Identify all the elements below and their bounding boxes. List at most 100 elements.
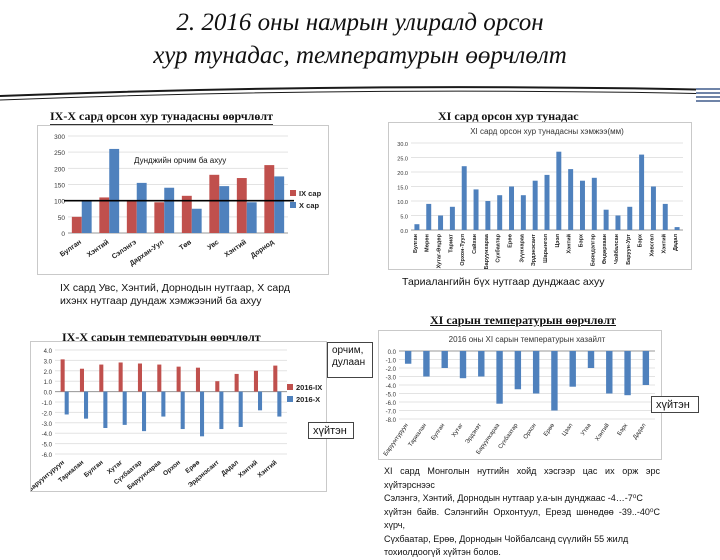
bar xyxy=(142,391,147,432)
bar xyxy=(568,169,574,230)
bar xyxy=(674,227,680,230)
y-tick-label: 25.0 xyxy=(397,157,408,163)
category-label: Дорнод xyxy=(250,239,276,260)
precip-ix-x-caption-line1: IX сард Увс, Хэнтий, Дорнодын нутгаар, X… xyxy=(60,282,290,294)
precip-ix-x-caption-line2: ихэнх нутгаар дундаж хэмжээний ба ахуу xyxy=(60,295,262,307)
category-label: Хэнтий xyxy=(660,234,667,253)
bar xyxy=(99,197,110,233)
category-label: Утаа xyxy=(580,422,593,437)
category-label: Төв xyxy=(178,239,193,253)
y-tick-label: 2.0 xyxy=(44,370,53,376)
y-tick-label: 20.0 xyxy=(397,171,408,177)
bar xyxy=(219,186,230,233)
bar xyxy=(137,363,142,392)
legend-swatch xyxy=(287,396,293,402)
category-label: Тариалан xyxy=(408,423,428,448)
category-label: Хэнтий xyxy=(85,238,110,259)
y-tick-label: 30.0 xyxy=(397,142,408,148)
bar xyxy=(60,359,65,392)
bar xyxy=(404,351,412,364)
y-tick-label: 5.0 xyxy=(400,215,408,221)
bar xyxy=(154,202,165,233)
y-tick-label: -6.0 xyxy=(42,453,53,459)
precip-ix-x-caption: IX сард Увс, Хэнтий, Дорнодын нутгаар, X… xyxy=(60,282,290,308)
temp-xi-panel: 2016 оны XI сарын температурын хазайлт 0.… xyxy=(378,330,662,460)
bar xyxy=(544,174,550,230)
category-label: Хэнтий xyxy=(594,422,611,442)
bar xyxy=(103,391,108,428)
category-label: Өндөрхаан xyxy=(602,234,608,264)
bar xyxy=(587,351,595,368)
bar xyxy=(615,215,621,230)
slide-title: 2. 2016 оны намрын улиралд орсон хур тун… xyxy=(0,6,720,72)
temp-ix-x-panel: -6.0 -5.0 -4.0 -3.0 -2.0 -1.0 0.0 1.0 2.0 3.0 4.0 Б… xyxy=(27,341,327,494)
bar xyxy=(157,364,162,392)
normal-line-label: Дунджийн орчим ба ахуу xyxy=(134,156,226,165)
category-label: Дадал xyxy=(673,234,679,252)
temp-xi-chart: 2016 оны XI сарын температурын хазайлт 0.… xyxy=(383,335,655,457)
y-tick-label: 0.0 xyxy=(388,350,397,356)
title-underline-decoration xyxy=(0,86,720,101)
bar xyxy=(126,200,137,233)
category-label: Шарынгол xyxy=(543,234,549,263)
legend-swatch xyxy=(287,384,293,390)
y-tick-label: 200 xyxy=(54,166,65,173)
category-label: Хөвсгөл xyxy=(649,234,655,257)
category-label: Булган xyxy=(83,459,105,479)
y-tick-label: 50 xyxy=(58,215,66,222)
warm-callout-line2: дулаан xyxy=(332,357,366,368)
bar xyxy=(639,154,645,230)
category-label: Цээл xyxy=(561,422,574,437)
y-tick-label: 1.0 xyxy=(44,380,53,386)
precip-ix-x-panel: 0 50 100 150 200 250 300 Булган Хэнтий Сэлэнгэ Дар… xyxy=(37,125,329,275)
bar xyxy=(253,370,258,392)
category-label: Тариат xyxy=(448,234,454,253)
section-heading-precip-ix-x: IX-X сард орсон хур тунадасны өөрчлөлт xyxy=(50,109,274,125)
bar xyxy=(459,351,467,379)
y-tick-label: 4.0 xyxy=(44,349,53,355)
category-label: Хутаг xyxy=(451,422,465,438)
legend-label: 2016-X xyxy=(296,395,320,404)
bar xyxy=(569,351,576,387)
y-tick-label: -4.0 xyxy=(386,384,397,390)
bar xyxy=(219,391,224,430)
legend-label: X сар xyxy=(299,201,320,210)
y-tick-label: 150 xyxy=(54,183,65,190)
bar xyxy=(234,373,239,392)
y-tick-label: -2.0 xyxy=(42,411,53,417)
bar xyxy=(423,351,430,377)
y-tick-label: -7.0 xyxy=(386,410,397,416)
category-label: Хэнтий xyxy=(237,458,260,479)
category-label: Увс xyxy=(206,239,220,252)
bar xyxy=(642,351,650,385)
y-tick-label: -6.0 xyxy=(386,401,397,407)
bar xyxy=(84,391,89,419)
bar xyxy=(496,351,503,404)
y-tick-label: -1.0 xyxy=(386,359,397,365)
y-tick-label: 100 xyxy=(54,199,65,206)
bar xyxy=(449,206,455,230)
y-tick-label: -5.0 xyxy=(386,393,397,399)
bar xyxy=(603,209,609,230)
category-label: Эрдэнэсант xyxy=(531,234,537,266)
bar xyxy=(209,174,220,233)
bar xyxy=(478,351,485,377)
legend-label: 2016-IX xyxy=(296,383,322,392)
bar xyxy=(461,166,467,230)
y-tick-label: -3.0 xyxy=(42,422,53,428)
note-line5: тохиолдоогүй хүйтэн болов. xyxy=(384,547,501,557)
category-label: Орхон-Туул xyxy=(460,234,466,266)
bar xyxy=(180,391,185,430)
bar xyxy=(164,187,175,233)
bar xyxy=(662,203,668,230)
bar xyxy=(64,391,69,415)
bar xyxy=(79,368,84,392)
temp-ix-x-chart: -6.0 -5.0 -4.0 -3.0 -2.0 -1.0 0.0 1.0 2.0 3.0 4.0 Б… xyxy=(27,349,322,494)
y-tick-label: 250 xyxy=(54,150,65,157)
bar xyxy=(441,351,448,368)
chart-title: XI сард орсон хур тунадасны хэмжээ(мм) xyxy=(470,127,624,136)
bar xyxy=(485,201,491,230)
bar xyxy=(277,391,282,417)
bar xyxy=(556,151,562,230)
bar xyxy=(509,186,515,230)
